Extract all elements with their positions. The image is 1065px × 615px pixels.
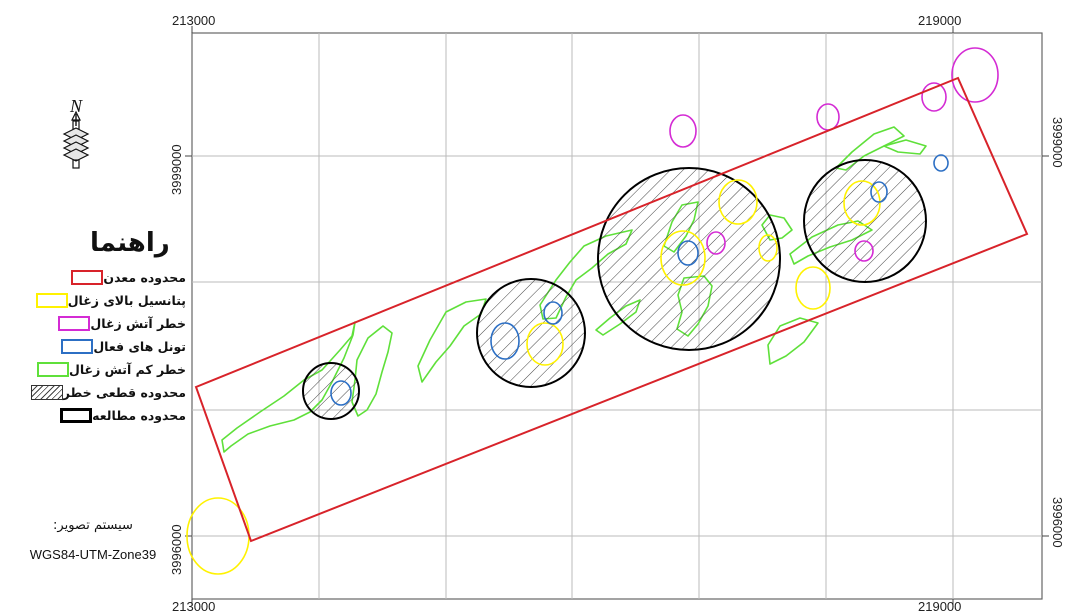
- fire-risk-zones: [669, 47, 999, 262]
- left-y-label-2: 3996000: [169, 524, 184, 575]
- left-y-label-1: 3999000: [169, 144, 184, 195]
- legend-item-certain-risk: محدوده قطعی خطر: [10, 381, 190, 404]
- legend-label: محدوده قطعی خطر: [62, 385, 186, 400]
- projection-title: سیستم تصویر:: [53, 518, 133, 533]
- legend-swatch-fire-risk: [58, 316, 91, 331]
- legend-swatch-study-area: [60, 408, 93, 423]
- mine-boundary: [194, 76, 1029, 543]
- legend-item-active-tunnels: تونل های فعال: [10, 335, 190, 358]
- legend-item-study-area: محدوده مطالعه: [10, 404, 190, 427]
- legend-item-high-potential: پتانسیل بالای زغال: [10, 289, 190, 312]
- legend-item-fire-risk: خطر آتش زغال: [10, 312, 190, 335]
- legend-swatch-certain-risk: [30, 385, 63, 400]
- projection-info: سیستم تصویر: WGS84-UTM-Zone39: [8, 518, 178, 562]
- legend-swatch-mine-boundary: [71, 270, 104, 285]
- legend-item-mine-boundary: محدوده معدن: [10, 266, 190, 289]
- legend-item-low-fire-risk: خطر کم آتش زغال: [10, 358, 190, 381]
- legend-label: خطر آتش زغال: [90, 316, 186, 331]
- legend-label: پتانسیل بالای زغال: [67, 293, 186, 308]
- bottom-x-label-1: 213000: [172, 599, 215, 614]
- top-x-label-1: 213000: [172, 13, 215, 28]
- certain-risk-zones: [302, 159, 927, 420]
- high-potential-zones: [526, 179, 881, 366]
- map-legend: راهنما محدوده معدن پتانسیل بالای زغال خط…: [10, 228, 190, 427]
- bottom-x-label-2: 219000: [918, 599, 961, 614]
- legend-label: محدوده مطالعه: [92, 408, 186, 423]
- right-y-label-2: 3996000: [1050, 497, 1065, 548]
- right-y-label-1: 3999000: [1050, 117, 1065, 168]
- legend-title: راهنما: [90, 228, 170, 258]
- tick-marks: [185, 26, 1049, 606]
- north-letter: N: [70, 96, 83, 116]
- legend-swatch-low-fire-risk: [36, 362, 69, 377]
- north-arrow-icon: [62, 110, 90, 169]
- top-x-label-2: 219000: [918, 13, 961, 28]
- legend-label: تونل های فعال: [93, 339, 186, 354]
- legend-label: خطر کم آتش زغال: [68, 362, 186, 377]
- legend-label: محدوده معدن: [103, 270, 186, 285]
- active-tunnels: [330, 154, 949, 406]
- legend-swatch-high-potential: [35, 293, 68, 308]
- map-frame: [191, 32, 1043, 600]
- north-arrow: N: [58, 96, 94, 178]
- legend-swatch-active-tunnels: [61, 339, 94, 354]
- projection-value: WGS84-UTM-Zone39: [29, 547, 157, 562]
